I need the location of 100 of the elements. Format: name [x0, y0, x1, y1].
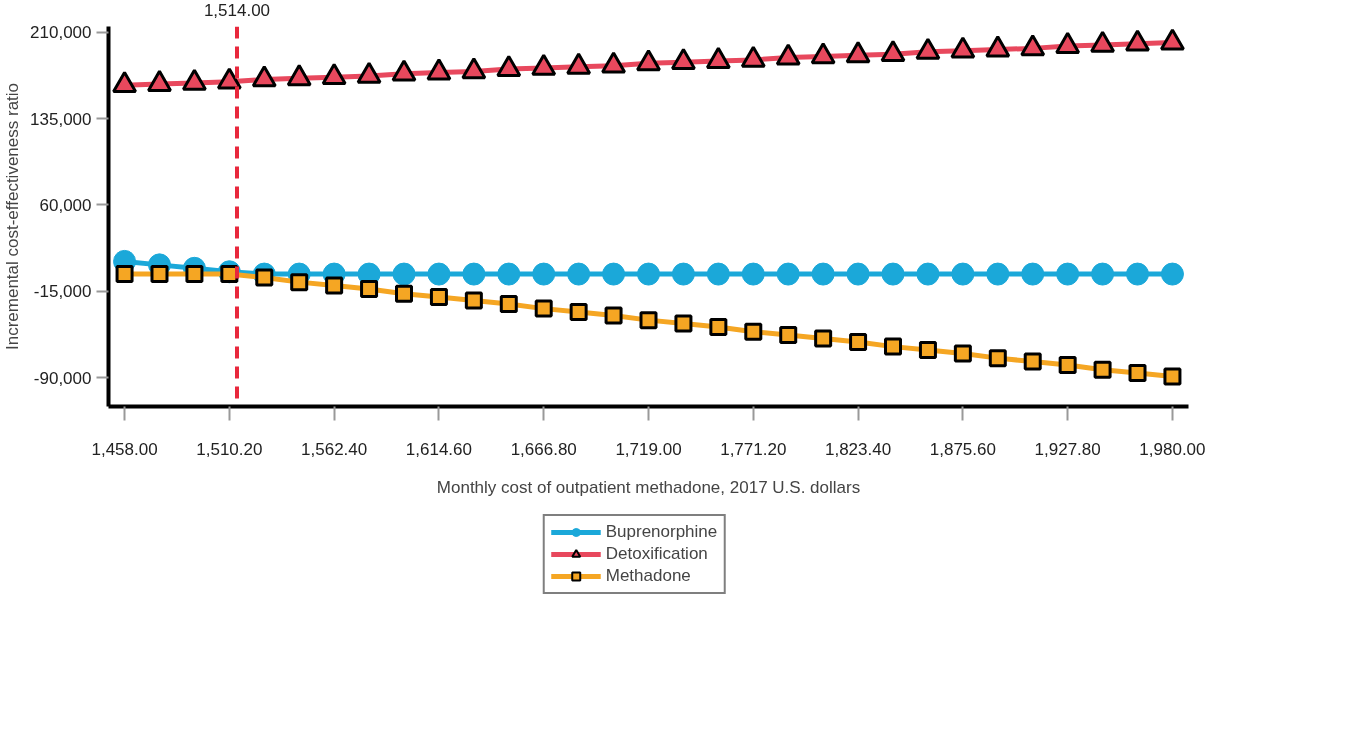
point: [744, 322, 763, 341]
point: [671, 262, 695, 286]
point: [216, 67, 242, 90]
x-tick-label: 1,875.60: [929, 439, 996, 459]
point: [497, 262, 521, 286]
point: [916, 262, 940, 286]
point: [670, 48, 696, 71]
x-tick-label: 1,458.00: [91, 439, 158, 459]
point: [356, 61, 382, 84]
point: [150, 265, 169, 284]
point: [461, 57, 487, 80]
x-tick-label: 1,823.40: [824, 439, 892, 459]
point: [569, 303, 588, 322]
point: [951, 262, 975, 286]
point: [810, 42, 836, 65]
point: [846, 262, 870, 286]
point: [391, 59, 417, 82]
point: [112, 71, 138, 94]
point: [181, 68, 207, 91]
point: [255, 268, 274, 287]
legend-label: Detoxification: [605, 544, 708, 564]
point: [251, 65, 277, 88]
y-tick-label: -90,000: [33, 368, 92, 388]
legend-label: Buprenorphine: [605, 522, 718, 542]
point: [321, 62, 347, 86]
point: [636, 49, 661, 72]
point: [462, 262, 486, 286]
point: [705, 46, 731, 69]
point: [567, 262, 591, 286]
ref-line-label: 1,514.00: [203, 0, 271, 20]
point: [741, 262, 765, 286]
point: [953, 344, 972, 363]
x-tick-label: 1,614.60: [405, 439, 473, 459]
point: [1163, 367, 1182, 386]
point: [1091, 262, 1115, 286]
point: [674, 314, 693, 333]
y-axis-title: Incremental cost-effectiveness ratio: [3, 82, 23, 351]
legend-label: Methadone: [605, 566, 691, 586]
point: [1126, 262, 1150, 286]
point: [534, 299, 553, 318]
point: [360, 280, 379, 299]
point: [639, 311, 658, 330]
point: [604, 306, 623, 325]
point: [706, 262, 730, 286]
x-tick-label: 1,771.20: [720, 439, 787, 459]
point: [950, 36, 976, 59]
point: [845, 41, 871, 64]
point: [1159, 28, 1185, 51]
point: [602, 262, 626, 286]
point: [185, 265, 204, 284]
point: [880, 39, 906, 62]
point: [709, 318, 728, 337]
y-tick-label: 60,000: [39, 195, 92, 215]
point: [985, 35, 1011, 58]
point: [394, 284, 413, 303]
x-tick-label: 1,719.00: [615, 439, 682, 459]
x-tick-label: 1,927.80: [1034, 439, 1101, 459]
point: [637, 262, 660, 286]
point: [601, 51, 627, 74]
point: [884, 337, 903, 356]
point: [775, 43, 801, 66]
point: [1058, 356, 1077, 375]
x-tick-label: 1,562.40: [301, 439, 368, 459]
point: [286, 64, 312, 87]
point: [392, 262, 416, 286]
point: [1128, 364, 1147, 383]
x-tick-label: 1,666.80: [510, 439, 577, 459]
point: [426, 58, 452, 81]
point: [146, 69, 172, 92]
y-tick-label: 135,000: [30, 109, 92, 129]
point: [531, 53, 557, 76]
point: [1093, 360, 1112, 379]
point: [532, 262, 556, 286]
point: [1125, 29, 1151, 52]
y-tick-label: -15,000: [33, 282, 92, 302]
point: [290, 273, 309, 292]
point: [429, 288, 448, 307]
point: [1055, 31, 1081, 54]
point: [986, 262, 1010, 286]
point: [1056, 262, 1080, 286]
point: [918, 341, 937, 360]
point: [811, 262, 835, 286]
point: [1020, 34, 1046, 57]
point: [814, 329, 833, 348]
point: [740, 45, 766, 68]
x-tick-label: 1,510.20: [196, 439, 263, 459]
point: [849, 333, 868, 352]
point: [779, 326, 798, 345]
point: [1021, 262, 1045, 286]
point: [1160, 262, 1184, 286]
point: [776, 262, 800, 286]
x-axis-title: Monthly cost of outpatient methadone, 2017 U.S. dollars: [436, 477, 861, 497]
point: [427, 262, 451, 286]
point: [881, 262, 905, 286]
point: [496, 54, 522, 77]
point: [115, 265, 134, 284]
point: [499, 295, 518, 314]
point: [1023, 352, 1042, 371]
point: [464, 291, 483, 310]
point: [325, 276, 344, 295]
